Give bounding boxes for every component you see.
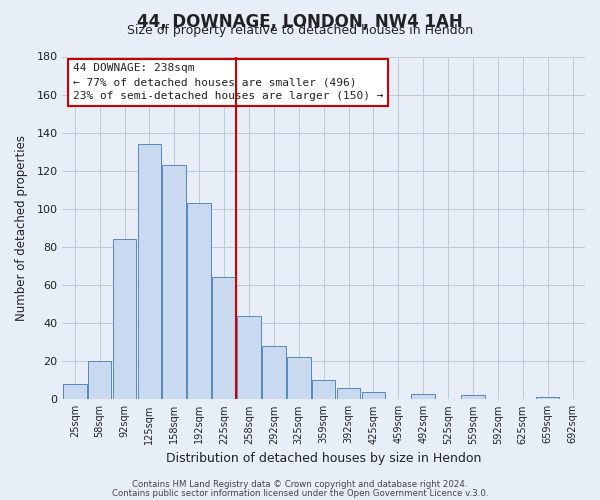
- Text: Size of property relative to detached houses in Hendon: Size of property relative to detached ho…: [127, 24, 473, 37]
- Y-axis label: Number of detached properties: Number of detached properties: [15, 135, 28, 321]
- Bar: [312, 380, 335, 400]
- Bar: [63, 384, 86, 400]
- Bar: [187, 203, 211, 400]
- Bar: [163, 165, 186, 400]
- Bar: [237, 316, 261, 400]
- Bar: [362, 392, 385, 400]
- Bar: [137, 144, 161, 400]
- Text: Contains HM Land Registry data © Crown copyright and database right 2024.: Contains HM Land Registry data © Crown c…: [132, 480, 468, 489]
- X-axis label: Distribution of detached houses by size in Hendon: Distribution of detached houses by size …: [166, 452, 481, 465]
- Bar: [262, 346, 286, 400]
- Bar: [287, 358, 311, 400]
- Bar: [461, 396, 485, 400]
- Bar: [88, 361, 112, 400]
- Text: Contains public sector information licensed under the Open Government Licence v.: Contains public sector information licen…: [112, 488, 488, 498]
- Bar: [337, 388, 361, 400]
- Bar: [412, 394, 435, 400]
- Bar: [113, 240, 136, 400]
- Bar: [536, 398, 559, 400]
- Bar: [212, 278, 236, 400]
- Text: 44 DOWNAGE: 238sqm
← 77% of detached houses are smaller (496)
23% of semi-detach: 44 DOWNAGE: 238sqm ← 77% of detached hou…: [73, 64, 383, 102]
- Text: 44, DOWNAGE, LONDON, NW4 1AH: 44, DOWNAGE, LONDON, NW4 1AH: [137, 12, 463, 30]
